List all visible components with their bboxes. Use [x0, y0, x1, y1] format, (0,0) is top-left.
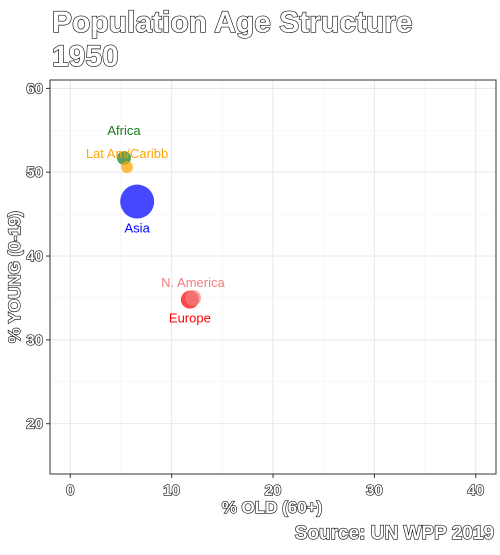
chart-caption: Source: UN WPP 2019	[295, 523, 494, 544]
label-asia: Asia	[125, 221, 151, 236]
label-africa: Africa	[107, 123, 141, 138]
chart-title: Population Age Structure	[52, 6, 413, 39]
point-n-america	[184, 289, 201, 306]
point-lat-am-caribb	[121, 161, 134, 174]
x-tick-label: 20	[265, 482, 282, 499]
x-tick-label: 10	[163, 482, 180, 499]
point-asia	[120, 184, 155, 219]
data-labels: Africa Lat Am/Caribb Asia N. America Europe	[86, 123, 226, 326]
chart-subtitle: 1950	[52, 40, 119, 73]
data-points	[116, 150, 201, 309]
y-axis-ticks: 20 30 40 50 60	[26, 80, 50, 433]
label-lat-am-caribb: Lat Am/Caribb	[86, 146, 168, 161]
grid	[50, 80, 496, 474]
y-tick-label: 50	[26, 164, 43, 181]
label-n-america: N. America	[161, 275, 225, 290]
label-europe: Europe	[169, 311, 211, 326]
y-tick-label: 20	[26, 416, 43, 433]
x-tick-label: 40	[467, 482, 484, 499]
x-axis-ticks: 0 10 20 30 40	[65, 474, 485, 500]
x-tick-label: 30	[366, 482, 383, 499]
y-tick-label: 30	[26, 332, 43, 349]
x-axis-title: % OLD (60+)	[222, 498, 323, 517]
y-tick-label: 60	[26, 80, 43, 97]
x-tick-label: 0	[66, 482, 74, 499]
y-tick-label: 40	[26, 248, 43, 265]
y-axis-title: % YOUNG (0-19)	[5, 211, 24, 343]
